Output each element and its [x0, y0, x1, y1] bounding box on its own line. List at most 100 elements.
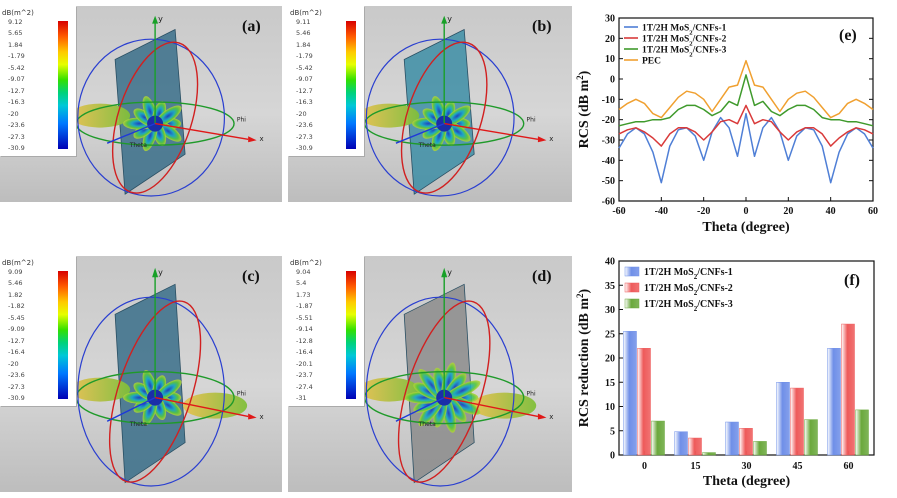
- x-tick-label: -60: [612, 206, 625, 217]
- bar-series-1: [623, 331, 637, 456]
- colorbar-tick: -23.6: [296, 121, 313, 130]
- y-tick-label: 20: [605, 34, 615, 45]
- rcs-line-chart: -60 -50 -40 -30 -20 -10 0 10 20 30 -60 -40 -20 0 20 40 6…: [575, 14, 878, 236]
- legend-entry: 1T/2H MoS2/CNFs-2: [644, 283, 733, 297]
- x-tick-label: 0: [642, 461, 647, 472]
- panel-label: (e): [839, 27, 857, 44]
- colorbar-tick: -31: [296, 394, 307, 402]
- colorbar-tick: -1.79: [296, 52, 313, 61]
- colorbar-tick: -20: [8, 359, 19, 368]
- y-axis-label: y: [158, 15, 163, 24]
- colorbar-tick: 9.04: [296, 268, 311, 276]
- legend-entry: 1T/2H MoS2/CNFs-3: [642, 46, 727, 59]
- colorbar-tick: -30.9: [296, 144, 313, 152]
- y-tick-label: -50: [602, 176, 615, 187]
- y-tick-label: 10: [605, 402, 615, 413]
- y-axis-title: RCS (dB m2): [575, 70, 592, 148]
- colorbar-tick: -12.7: [296, 86, 313, 95]
- colorbar-gradient: [346, 271, 356, 399]
- bar-series-2: [841, 323, 855, 456]
- legend-entry: PEC: [642, 57, 661, 67]
- colorbar-tick: -27.3: [8, 382, 25, 391]
- y-tick-label: -60: [602, 197, 615, 208]
- y-tick-label: 0: [610, 451, 615, 462]
- colorbar-tick: -30.9: [8, 394, 25, 402]
- legend-entry: 1T/2H MoS2/CNFs-2: [642, 35, 727, 48]
- colorbar-gradient: [58, 271, 68, 399]
- colorbar-gradient: [346, 21, 356, 149]
- bar-series-1: [776, 382, 790, 456]
- y-axis-label: y: [447, 15, 452, 24]
- colorbar-tick: -12.7: [8, 86, 25, 95]
- bar-series-2: [739, 428, 753, 456]
- bar-series-3: [804, 419, 818, 456]
- x-tick-label: -20: [697, 206, 710, 217]
- colorbar-tick: 5.4: [296, 279, 307, 288]
- y-axis-title: RCS reduction (dB m2): [575, 288, 592, 427]
- colorbar-tick: -20.1: [296, 359, 313, 368]
- panel-label: (f): [844, 272, 860, 289]
- x-axis-label: x: [549, 413, 553, 421]
- x-axis-label: x: [549, 135, 553, 143]
- legend-entry: 1T/2H MoS2/CNFs-3: [644, 299, 733, 313]
- colorbar-tick: -9.14: [296, 325, 313, 334]
- theta-label: Theta: [129, 142, 148, 149]
- x-tick-label: -40: [655, 206, 668, 217]
- x-tick-label: 60: [844, 461, 854, 472]
- rcs-reduction-bar-chart: 0 5 10 15 20 25 30 35 40 0 15 30 45 60 Theta (degree) R…: [575, 257, 875, 489]
- legend-entry: 1T/2H MoS2/CNFs-1: [642, 24, 727, 37]
- colorbar-tick: -30.9: [8, 144, 25, 152]
- colorbar-tick: 1.73: [296, 290, 311, 299]
- phi-label: Phi: [527, 391, 536, 398]
- bar-series-2: [688, 437, 702, 456]
- y-tick-label: 20: [605, 354, 615, 365]
- colorbar-tick: 1.82: [8, 290, 23, 299]
- x-tick-label: 45: [793, 461, 803, 472]
- colorbar-tick: -23.6: [8, 121, 25, 130]
- colorbar-tick: 5.46: [296, 29, 311, 38]
- theta-label: Theta: [129, 421, 148, 428]
- colorbar-tick: -27.3: [8, 132, 25, 141]
- sim-panel-b: y x Phi Theta dB(m^2) 9.11 5.46 1.84 -1.79 -5.42 -…: [288, 6, 572, 202]
- colorbar-tick: -5.45: [8, 313, 25, 322]
- x-axis-title: Theta (degree): [703, 474, 791, 489]
- x-tick-label: 15: [691, 461, 701, 472]
- colorbar: dB(m^2) 9.11 5.46 1.84 -1.79 -5.42 -9.07 -12.7 -…: [288, 6, 364, 156]
- bar-series-1: [725, 421, 739, 456]
- bar-series-2: [790, 387, 804, 456]
- coordinate-axes: [106, 267, 257, 422]
- colorbar-tick: -12.7: [8, 336, 25, 345]
- y-tick-label: -40: [602, 156, 615, 167]
- y-tick-label: -30: [602, 136, 615, 147]
- colorbar-tick: -1.87: [296, 302, 313, 311]
- scatter-lobe: [359, 362, 537, 433]
- colorbar-tick: -12.8: [296, 336, 313, 345]
- colorbar-tick: -23.6: [8, 371, 25, 380]
- colorbar-tick: -20: [296, 109, 307, 118]
- colorbar-tick: 9.09: [8, 268, 23, 276]
- colorbar-tick: -5.51: [296, 313, 313, 322]
- colorbar-tick: -16.3: [296, 98, 313, 107]
- coordinate-axes: [395, 15, 547, 144]
- series-line-2: [618, 104, 874, 147]
- y-tick-label: -20: [602, 115, 615, 126]
- legend-swatch: [624, 298, 640, 309]
- y-tick-label: 30: [605, 305, 615, 316]
- theta-label: Theta: [418, 421, 437, 428]
- panel-label: (b): [532, 18, 552, 35]
- colorbar-title: dB(m^2): [290, 259, 322, 267]
- x-tick-label: 0: [744, 206, 749, 217]
- colorbar-tick: 1.84: [8, 40, 23, 49]
- phi-label: Phi: [237, 391, 246, 398]
- y-tick-label: 30: [605, 14, 615, 25]
- sim-panel-d: y x Phi Theta dB(m^2) 9.04 5.4 1.73 -1.87 -5.51 -9…: [288, 256, 572, 492]
- x-tick-label: 40: [826, 206, 836, 217]
- colorbar-tick: 5.46: [8, 279, 23, 288]
- y-axis-label: y: [158, 268, 163, 277]
- bar-series-3: [753, 441, 767, 456]
- colorbar-title: dB(m^2): [2, 9, 34, 17]
- y-tick-label: 15: [605, 378, 615, 389]
- legend-swatch: [624, 266, 640, 277]
- series-line-4: [618, 59, 874, 119]
- colorbar-tick: -9.07: [8, 75, 25, 84]
